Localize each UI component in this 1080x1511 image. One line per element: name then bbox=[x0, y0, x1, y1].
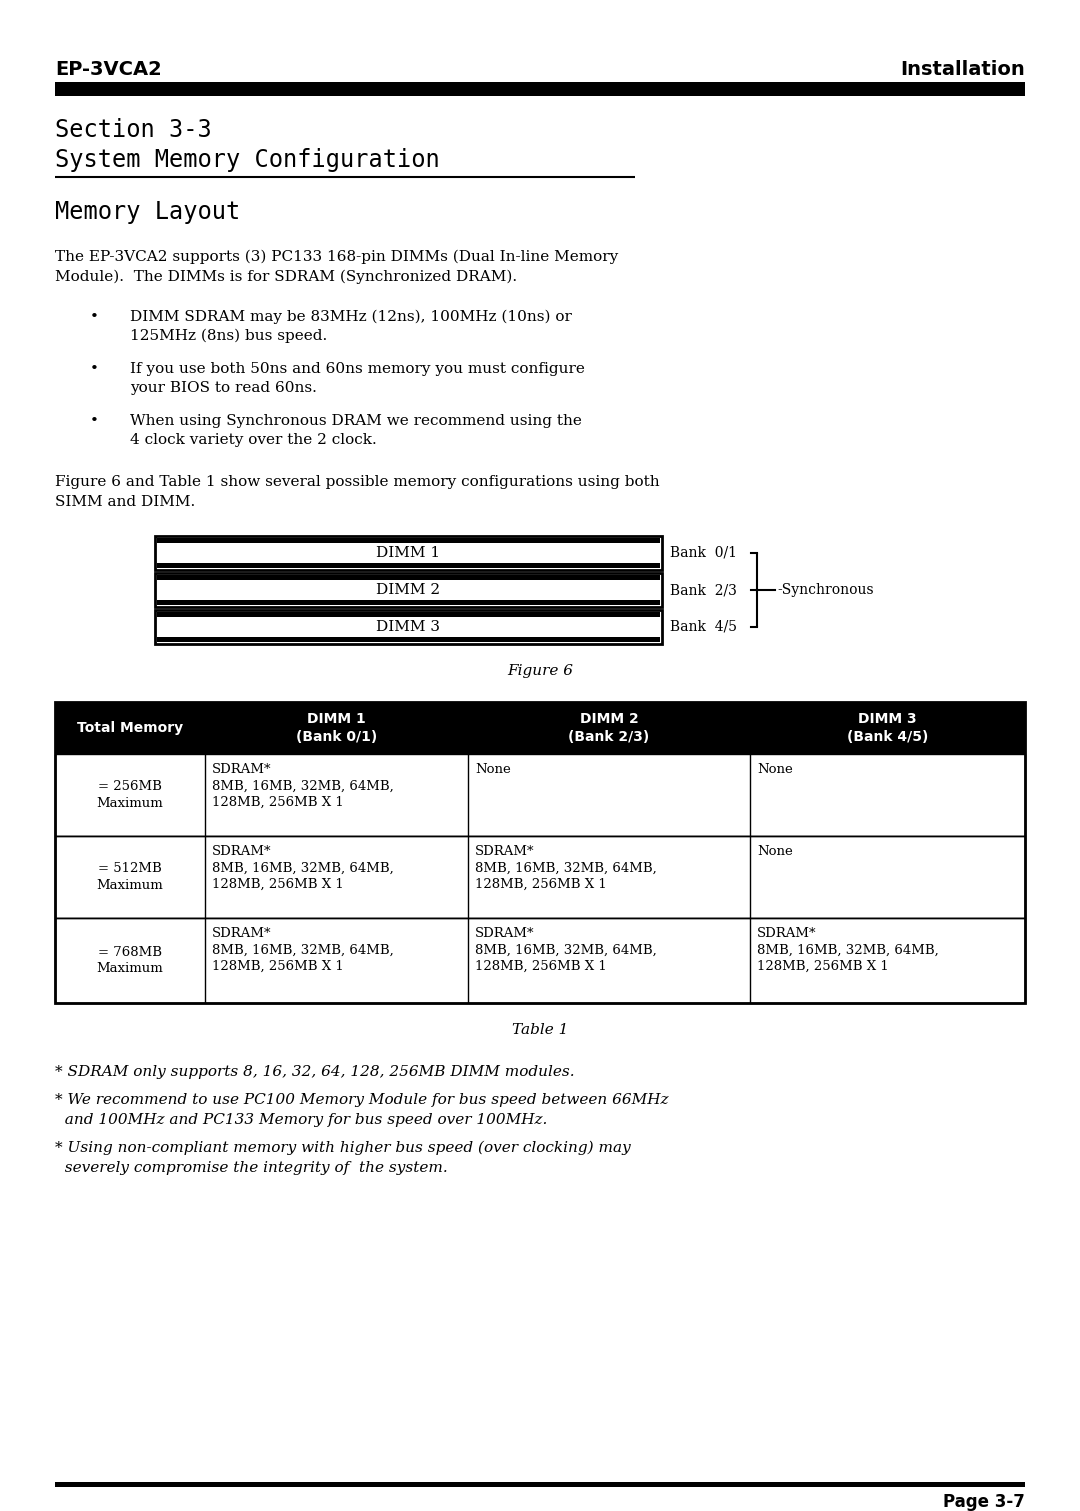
Text: Installation: Installation bbox=[901, 60, 1025, 79]
Text: SDRAM*
8MB, 16MB, 32MB, 64MB,
128MB, 256MB X 1: SDRAM* 8MB, 16MB, 32MB, 64MB, 128MB, 256… bbox=[212, 928, 394, 973]
Text: None: None bbox=[757, 845, 793, 858]
Text: Table 1: Table 1 bbox=[512, 1023, 568, 1037]
Text: •: • bbox=[90, 414, 99, 428]
Text: 4 clock variety over the 2 clock.: 4 clock variety over the 2 clock. bbox=[130, 434, 377, 447]
Text: SDRAM*
8MB, 16MB, 32MB, 64MB,
128MB, 256MB X 1: SDRAM* 8MB, 16MB, 32MB, 64MB, 128MB, 256… bbox=[212, 763, 394, 808]
Bar bbox=[157, 638, 660, 642]
Text: 125MHz (8ns) bus speed.: 125MHz (8ns) bus speed. bbox=[130, 329, 327, 343]
Bar bbox=[156, 573, 662, 607]
Bar bbox=[157, 564, 660, 568]
Text: SIMM and DIMM.: SIMM and DIMM. bbox=[55, 496, 195, 509]
Text: SDRAM*
8MB, 16MB, 32MB, 64MB,
128MB, 256MB X 1: SDRAM* 8MB, 16MB, 32MB, 64MB, 128MB, 256… bbox=[475, 928, 657, 973]
Text: DIMM SDRAM may be 83MHz (12ns), 100MHz (10ns) or: DIMM SDRAM may be 83MHz (12ns), 100MHz (… bbox=[130, 310, 572, 325]
Text: = 768MB
Maximum: = 768MB Maximum bbox=[96, 946, 163, 975]
Text: DIMM 3: DIMM 3 bbox=[377, 620, 441, 635]
Text: SDRAM*
8MB, 16MB, 32MB, 64MB,
128MB, 256MB X 1: SDRAM* 8MB, 16MB, 32MB, 64MB, 128MB, 256… bbox=[212, 845, 394, 891]
Text: None: None bbox=[757, 763, 793, 777]
Text: EP-3VCA2: EP-3VCA2 bbox=[55, 60, 162, 79]
Text: Total Memory: Total Memory bbox=[77, 721, 184, 734]
Text: •: • bbox=[90, 310, 99, 323]
Text: DIMM 1
(Bank 0/1): DIMM 1 (Bank 0/1) bbox=[296, 712, 377, 743]
Text: When using Synchronous DRAM we recommend using the: When using Synchronous DRAM we recommend… bbox=[130, 414, 582, 428]
Text: Bank  2/3: Bank 2/3 bbox=[670, 583, 737, 597]
Bar bbox=[55, 703, 1025, 1003]
Text: SDRAM*
8MB, 16MB, 32MB, 64MB,
128MB, 256MB X 1: SDRAM* 8MB, 16MB, 32MB, 64MB, 128MB, 256… bbox=[757, 928, 939, 973]
Text: The EP-3VCA2 supports (3) PC133 168-pin DIMMs (Dual In-line Memory: The EP-3VCA2 supports (3) PC133 168-pin … bbox=[55, 249, 618, 264]
Text: Bank  4/5: Bank 4/5 bbox=[670, 620, 737, 635]
Bar bbox=[156, 610, 662, 644]
Bar bbox=[156, 536, 662, 570]
Bar bbox=[55, 836, 1025, 919]
Bar bbox=[55, 1482, 1025, 1487]
Text: * We recommend to use PC100 Memory Module for bus speed between 66MHz: * We recommend to use PC100 Memory Modul… bbox=[55, 1092, 669, 1108]
Text: * SDRAM only supports 8, 16, 32, 64, 128, 256MB DIMM modules.: * SDRAM only supports 8, 16, 32, 64, 128… bbox=[55, 1065, 575, 1079]
Text: Page 3-7: Page 3-7 bbox=[943, 1493, 1025, 1511]
Bar bbox=[55, 919, 1025, 1003]
Text: •: • bbox=[90, 363, 99, 376]
Text: Figure 6: Figure 6 bbox=[507, 663, 573, 678]
Bar bbox=[55, 703, 1025, 754]
Text: Memory Layout: Memory Layout bbox=[55, 199, 240, 224]
Text: SDRAM*
8MB, 16MB, 32MB, 64MB,
128MB, 256MB X 1: SDRAM* 8MB, 16MB, 32MB, 64MB, 128MB, 256… bbox=[475, 845, 657, 891]
Bar bbox=[157, 576, 660, 580]
Text: DIMM 1: DIMM 1 bbox=[377, 545, 441, 561]
Text: DIMM 2
(Bank 2/3): DIMM 2 (Bank 2/3) bbox=[568, 712, 650, 743]
Text: = 512MB
Maximum: = 512MB Maximum bbox=[96, 863, 163, 891]
Bar bbox=[157, 600, 660, 604]
Text: and 100MHz and PC133 Memory for bus speed over 100MHz.: and 100MHz and PC133 Memory for bus spee… bbox=[55, 1114, 548, 1127]
Text: severely compromise the integrity of  the system.: severely compromise the integrity of the… bbox=[55, 1160, 448, 1176]
Bar bbox=[55, 754, 1025, 836]
Text: Figure 6 and Table 1 show several possible memory configurations using both: Figure 6 and Table 1 show several possib… bbox=[55, 474, 660, 490]
Text: Bank  0/1: Bank 0/1 bbox=[670, 545, 737, 561]
Bar bbox=[157, 538, 660, 542]
Text: None: None bbox=[475, 763, 511, 777]
Text: -Synchronous: -Synchronous bbox=[777, 583, 874, 597]
Text: If you use both 50ns and 60ns memory you must configure: If you use both 50ns and 60ns memory you… bbox=[130, 363, 585, 376]
Bar bbox=[55, 82, 1025, 97]
Text: Section 3-3: Section 3-3 bbox=[55, 118, 212, 142]
Text: = 256MB
Maximum: = 256MB Maximum bbox=[96, 780, 163, 810]
Text: DIMM 2: DIMM 2 bbox=[377, 583, 441, 597]
Bar bbox=[157, 612, 660, 616]
Text: Module).  The DIMMs is for SDRAM (Synchronized DRAM).: Module). The DIMMs is for SDRAM (Synchro… bbox=[55, 270, 517, 284]
Text: System Memory Configuration: System Memory Configuration bbox=[55, 148, 440, 172]
Text: DIMM 3
(Bank 4/5): DIMM 3 (Bank 4/5) bbox=[847, 712, 928, 743]
Text: * Using non-compliant memory with higher bus speed (over clocking) may: * Using non-compliant memory with higher… bbox=[55, 1141, 631, 1156]
Text: your BIOS to read 60ns.: your BIOS to read 60ns. bbox=[130, 381, 316, 394]
